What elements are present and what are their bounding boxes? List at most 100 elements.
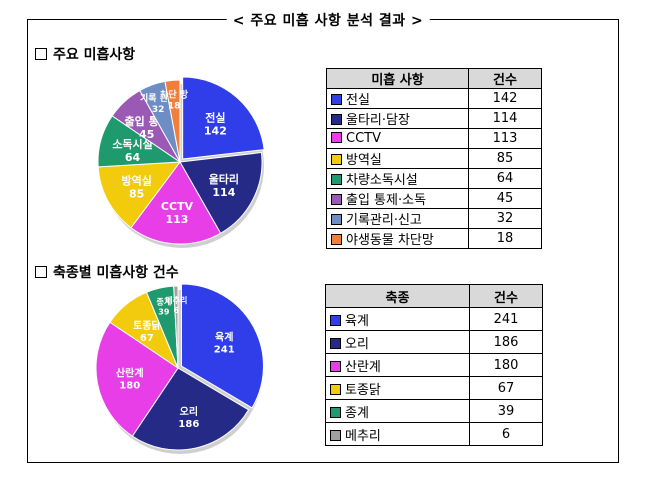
pie-slice-3 xyxy=(130,161,222,245)
table2-item-name: 메추리 xyxy=(345,428,381,444)
table1-item-name: CCTV xyxy=(346,131,381,146)
table1-row: 야생동물 차단망 18 xyxy=(326,228,542,249)
table2-row: 메추리 6 xyxy=(325,422,543,446)
table1-item-cell: CCTV xyxy=(326,128,469,149)
legend-swatch-icon xyxy=(330,383,341,395)
table1-item-name: 기록관리·신고 xyxy=(346,213,422,228)
table2-row: 종계 39 xyxy=(325,399,543,423)
legend-swatch-icon xyxy=(331,94,342,105)
checkbox-square-icon xyxy=(35,48,47,60)
pie-slice-6 xyxy=(173,285,179,369)
table2-item-cell: 종계 xyxy=(325,399,470,423)
table1-item-cell: 방역실 xyxy=(326,148,469,169)
pie-slice-label: 종계 xyxy=(156,297,171,307)
frame-title: < 주요 미흡 사항 분석 결과 > xyxy=(226,10,430,30)
pie-slice-value: 180 xyxy=(119,381,140,392)
table1-item-name: 전실 xyxy=(346,93,370,108)
legend-swatch-icon xyxy=(330,406,341,418)
pie-slice-label: 토종닭 xyxy=(133,320,161,332)
pie-slice-3 xyxy=(95,321,179,437)
section2-heading: 축종별 미흡사항 건수 xyxy=(35,262,179,282)
pie-slice-label: 육계 xyxy=(215,331,233,344)
section1-title: 주요 미흡사항 xyxy=(53,47,136,63)
table1-item-cell: 야생동물 차단망 xyxy=(326,228,469,249)
table2-item-name: 토종닭 xyxy=(345,382,381,398)
table1-item-name: 출입 통제·소독 xyxy=(346,193,427,208)
table2-count-cell: 186 xyxy=(469,330,543,354)
pie-slice-value: 45 xyxy=(139,128,154,141)
pie-slice-1 xyxy=(182,76,265,160)
pie-slice-label: 방역실 xyxy=(122,173,152,187)
table1-header-item: 미흡 사항 xyxy=(326,68,469,89)
table2-item-cell: 토종닭 xyxy=(325,376,470,400)
table2-row: 오리 186 xyxy=(325,330,543,354)
pie-slice-value: 186 xyxy=(178,419,199,430)
pie-slice-value: 114 xyxy=(212,186,235,199)
table2-item-name: 산란계 xyxy=(345,359,381,375)
pie-slice-value: 142 xyxy=(204,124,227,137)
legend-swatch-icon xyxy=(331,174,342,185)
table1-item-cell: 울타리·담장 xyxy=(326,108,469,129)
table2-header-type: 축종 xyxy=(325,284,470,308)
pie-slice-2 xyxy=(131,367,250,451)
pie-slice-8 xyxy=(164,79,181,163)
table2-row: 토종닭 67 xyxy=(325,376,543,400)
pie-slice-label: CCTV xyxy=(161,200,194,213)
table1-count-cell: 64 xyxy=(468,168,542,189)
pie-slice-value: 39 xyxy=(158,308,170,317)
table1-item-name: 차량소독시설 xyxy=(346,173,418,188)
table1-count-cell: 142 xyxy=(468,88,542,109)
table1-count-cell: 45 xyxy=(468,188,542,209)
table1-item-cell: 출입 통제·소독 xyxy=(326,188,469,209)
legend-swatch-icon xyxy=(331,114,342,125)
pie-slice-value: 113 xyxy=(165,213,188,226)
table2-count-cell: 6 xyxy=(469,422,543,446)
table2-item-cell: 육계 xyxy=(325,307,470,331)
table1-row: 출입 통제·소독 45 xyxy=(326,188,542,209)
table1-count-cell: 32 xyxy=(468,208,542,229)
table2-count-cell: 241 xyxy=(469,307,543,331)
table2-item-cell: 오리 xyxy=(325,330,470,354)
table1-item-name: 울타리·담장 xyxy=(346,113,410,128)
table1-item-name: 방역실 xyxy=(346,153,382,168)
legend-swatch-icon xyxy=(330,337,341,349)
table2-count-cell: 180 xyxy=(469,353,543,377)
section1-heading: 주요 미흡사항 xyxy=(35,44,135,64)
legend-swatch-icon xyxy=(331,132,342,143)
table2-header-count: 건수 xyxy=(469,284,543,308)
pie-slice-value: 67 xyxy=(140,333,154,344)
table2-count-cell: 67 xyxy=(469,376,543,400)
main-issues-table: 미흡 사항 건수 전실 142 울타리·담장 114 CCTV 113 방역실 85 차량소독시… xyxy=(326,68,542,249)
table2-item-name: 육계 xyxy=(345,313,369,329)
pie-slice-value: 6 xyxy=(174,306,180,315)
table2-count-cell: 39 xyxy=(469,399,543,423)
pie-slice-label: 메추리 xyxy=(165,295,187,305)
table2-item-name: 오리 xyxy=(345,336,369,352)
legend-swatch-icon xyxy=(330,314,341,326)
table2-item-cell: 산란계 xyxy=(325,353,470,377)
pie-slice-label: 소독시설 xyxy=(112,137,152,151)
legend-swatch-icon xyxy=(331,154,342,165)
table2-row: 육계 241 xyxy=(325,307,543,331)
pie-slice-value: 64 xyxy=(125,151,141,164)
pie-slice-label: 오리 xyxy=(180,405,198,418)
table1-item-cell: 차량소독시설 xyxy=(326,168,469,189)
table1-count-cell: 114 xyxy=(468,108,542,129)
table1-row: 기록관리·신고 32 xyxy=(326,208,542,229)
pie-slice-label: 산란계 xyxy=(116,367,144,380)
pie-slice-4 xyxy=(97,161,182,229)
legend-swatch-icon xyxy=(330,429,341,441)
pie-slice-value: 85 xyxy=(129,187,144,200)
legend-swatch-icon xyxy=(331,214,342,225)
table1-row: CCTV 113 xyxy=(326,128,542,149)
pie-slice-value: 241 xyxy=(214,345,235,356)
table1-row: 차량소독시설 64 xyxy=(326,168,542,189)
pie-slice-label: 울타리 xyxy=(209,172,239,186)
table2-item-name: 종계 xyxy=(345,405,369,421)
table1-item-cell: 전실 xyxy=(326,88,469,109)
pie-slice-1 xyxy=(180,283,264,409)
checkbox-square-icon xyxy=(35,266,47,278)
legend-swatch-icon xyxy=(330,360,341,372)
